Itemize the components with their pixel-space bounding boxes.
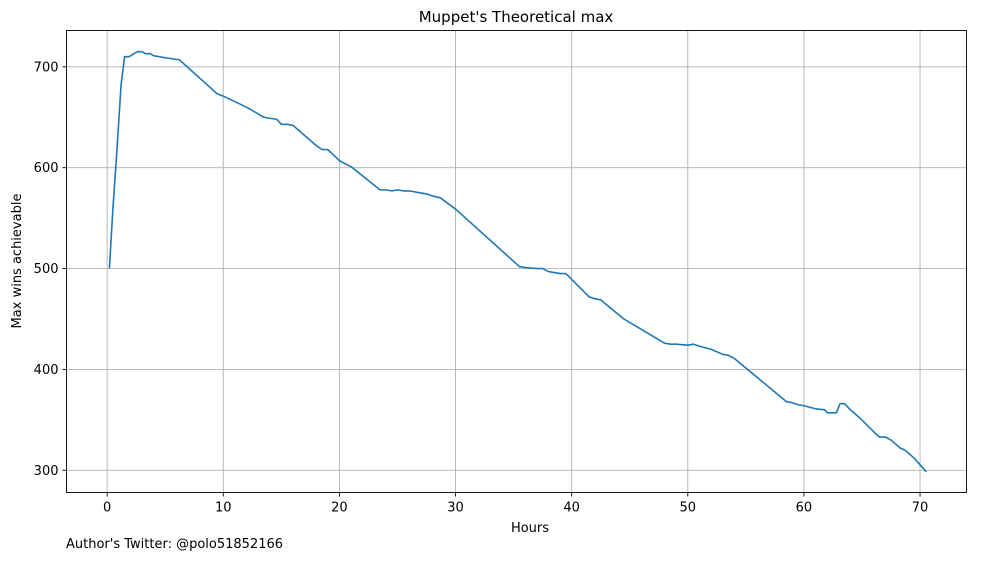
series-line (108, 50, 927, 473)
x-axis-label: Hours (511, 521, 549, 536)
x-tick-label: 60 (796, 501, 813, 516)
y-axis-label: Max wins achievable (10, 194, 25, 329)
x-tick-label: 10 (215, 501, 232, 516)
x-tick-label: 70 (912, 501, 929, 516)
x-tick-label: 0 (103, 501, 111, 516)
x-tick-label: 20 (331, 501, 348, 516)
y-axis-ticks: 300 400 500 600 700 (34, 60, 67, 479)
y-tick-label: 700 (34, 60, 59, 75)
chart-title: Muppet's Theoretical max (419, 8, 614, 26)
y-tick-label: 300 (34, 464, 59, 479)
x-axis-ticks: 0 10 20 30 40 50 60 70 (103, 492, 929, 516)
plot-area (108, 50, 927, 473)
x-tick-label: 50 (680, 501, 697, 516)
grid-lines (66, 30, 967, 493)
y-tick-label: 600 (34, 161, 59, 176)
y-tick-label: 500 (34, 262, 59, 277)
y-tick-label: 400 (34, 363, 59, 378)
x-tick-label: 40 (563, 501, 580, 516)
author-footnote: Author's Twitter: @polo51852166 (66, 537, 284, 552)
x-tick-label: 30 (447, 501, 464, 516)
plot-frame (66, 30, 967, 493)
